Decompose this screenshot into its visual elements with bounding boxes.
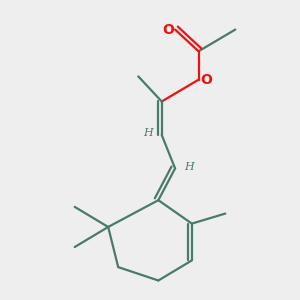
- Text: O: O: [200, 73, 212, 87]
- Text: H: H: [184, 162, 194, 172]
- Text: H: H: [143, 128, 152, 138]
- Text: O: O: [162, 22, 174, 37]
